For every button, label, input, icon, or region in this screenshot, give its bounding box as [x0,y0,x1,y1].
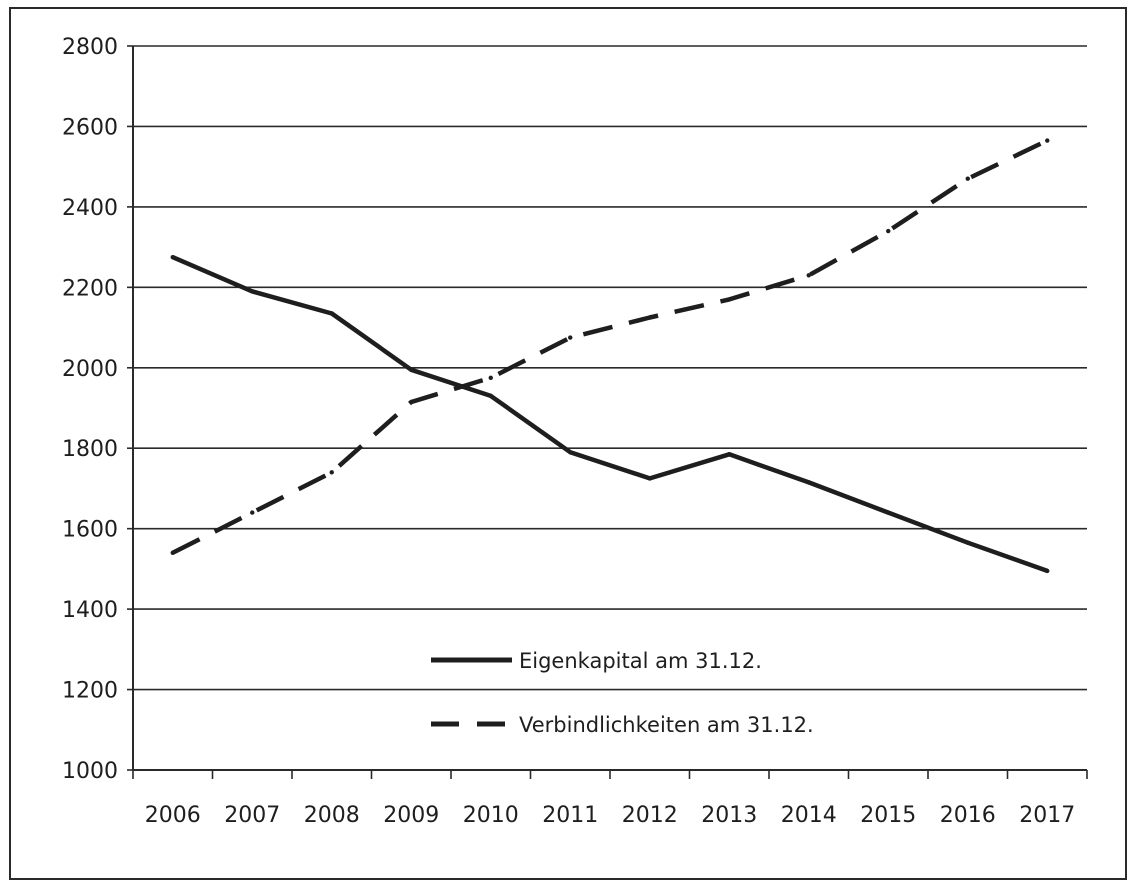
x-tick-label: 2012 [622,803,678,828]
x-tick-label: 2010 [463,803,519,828]
x-tick-label: 2006 [145,803,201,828]
y-tick-label: 1800 [62,437,118,462]
legend: Eigenkapital am 31.12. Verbindlichkeiten … [431,649,814,737]
data-point [409,399,414,405]
data-point [647,315,652,320]
gridlines [133,45,1087,691]
x-tick-label: 2007 [224,803,280,828]
data-point [170,254,175,260]
data-point [488,375,493,381]
data-point [1045,568,1050,574]
data-point [886,510,891,515]
data-point [806,480,811,485]
legend-label: Verbindlichkeiten am 31.12. [519,713,814,737]
data-point [727,452,732,457]
x-tick-labels: 2006 2007 2008 2009 2010 2011 2012 2013 2014 2015… [145,803,1076,828]
chart-border [9,7,1127,880]
legend-label: Eigenkapital am 31.12. [519,649,762,673]
y-tick-label: 1200 [62,679,118,704]
y-tick-label: 1400 [62,598,118,623]
y-tick-labels: 1000 1200 1400 1600 1800 2000 2200 2400 2600 2800 [62,35,118,784]
y-tick-label: 1000 [62,759,118,784]
eigenkapital-line [171,255,1049,574]
data-point [965,540,970,545]
data-point [568,335,573,340]
data-point [329,470,334,475]
data-point [727,297,732,302]
x-tick-label: 2016 [940,803,996,828]
data-point [170,550,175,555]
data-point [965,176,970,181]
y-tick-label: 2200 [62,276,118,301]
data-point [250,510,255,515]
data-point [568,450,573,455]
data-point [409,367,414,372]
verbindlichkeiten-line [171,138,1049,555]
axes [127,45,1088,779]
y-tick-label: 2800 [62,35,118,60]
y-tick-label: 2000 [62,357,118,382]
data-point [886,228,891,234]
x-tick-label: 2014 [781,803,837,828]
x-tick-label: 2008 [304,803,360,828]
data-point [806,273,811,278]
y-tick-label: 1600 [62,518,118,543]
x-tick-label: 2011 [542,803,598,828]
data-point [250,289,255,294]
x-tick-label: 2017 [1019,803,1075,828]
data-point [1045,138,1050,143]
x-tick-label: 2013 [701,803,757,828]
data-point [329,311,334,316]
x-tick-label: 2009 [383,803,439,828]
data-point [647,476,652,481]
x-tick-label: 2015 [860,803,916,828]
series-lines [170,138,1050,574]
data-point [488,393,493,399]
y-tick-label: 2600 [62,115,118,140]
y-tick-label: 2400 [62,196,118,221]
